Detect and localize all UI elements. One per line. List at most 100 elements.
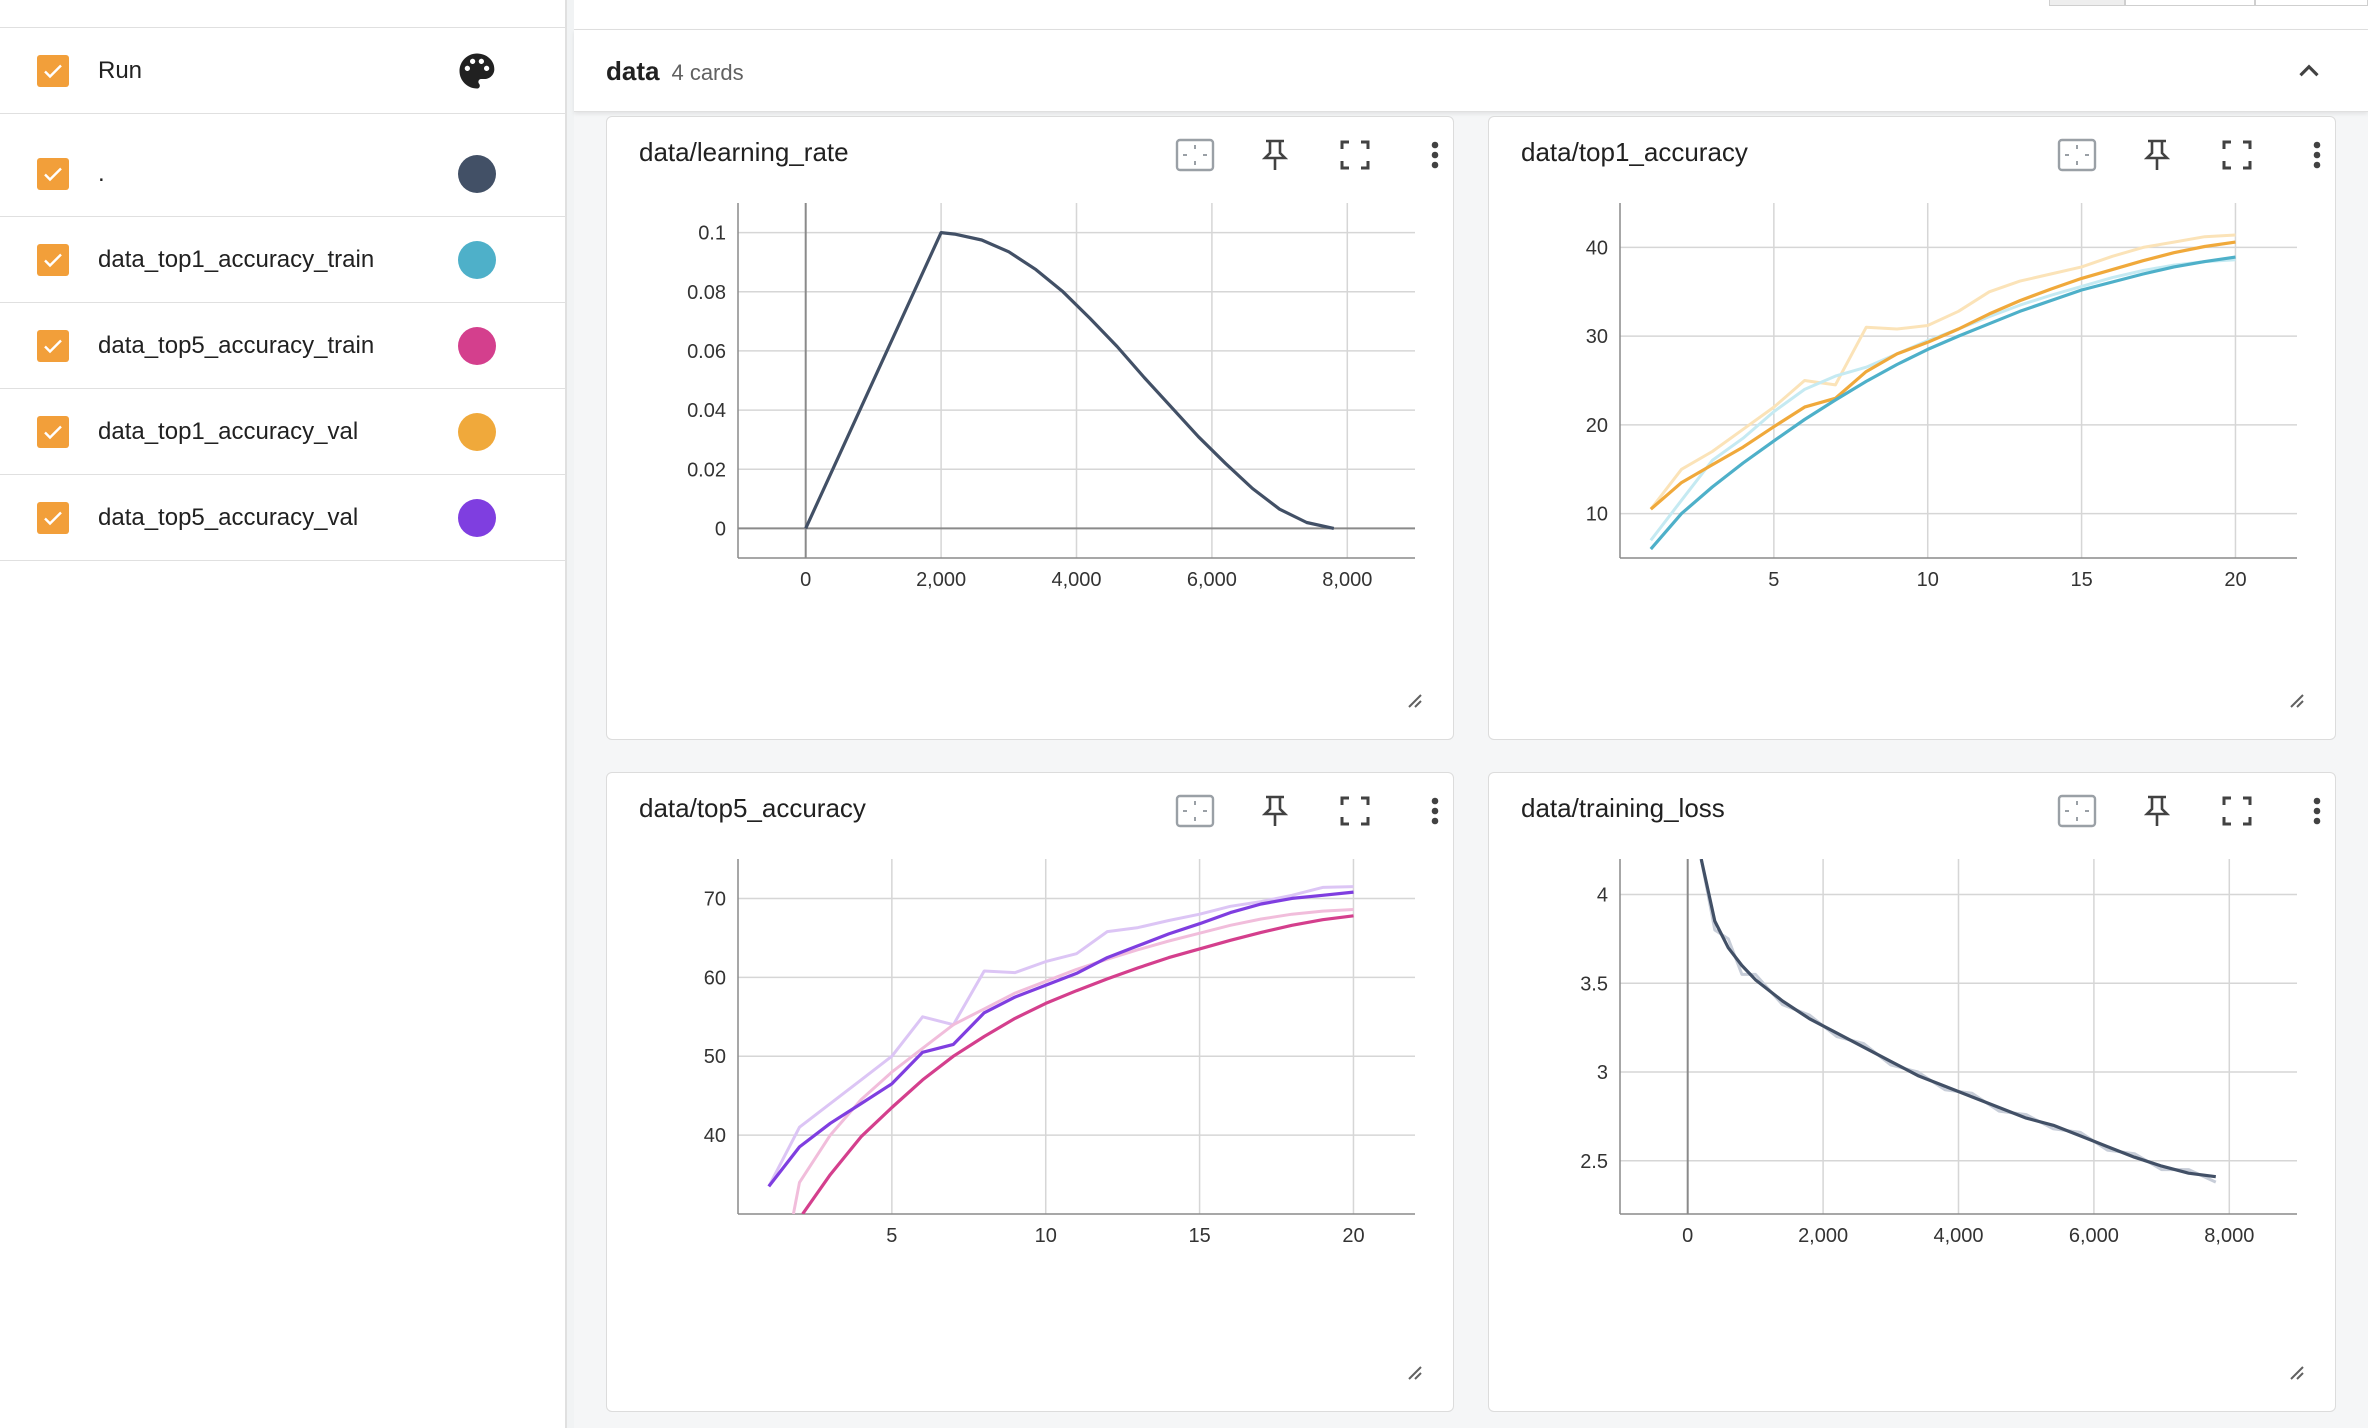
line-chart[interactable]: 5 10 15 20 40 50 60 70 xyxy=(607,843,1455,1403)
more-vert-icon xyxy=(2313,797,2321,825)
fit-domain-icon xyxy=(2057,138,2097,172)
y-tick-label: 20 xyxy=(1586,415,1608,437)
scalar-card: data/learning_rate 0 2,000 4,000 6,000 8,000… xyxy=(606,116,1454,740)
pin-button[interactable] xyxy=(2135,789,2179,833)
run-row[interactable]: data_top5_accuracy_val xyxy=(0,475,566,561)
fullscreen-icon xyxy=(2222,796,2252,826)
run-checkbox[interactable] xyxy=(37,501,69,534)
pin-button[interactable] xyxy=(2135,133,2179,177)
x-tick-label: 6,000 xyxy=(1187,569,1237,591)
y-tick-label: 4 xyxy=(1597,885,1608,907)
run-label: data_top1_accuracy_val xyxy=(98,417,359,445)
run-row[interactable]: data_top1_accuracy_val xyxy=(0,389,566,475)
fullscreen-button[interactable] xyxy=(2215,133,2259,177)
resize-handle-icon[interactable] xyxy=(2287,691,2305,709)
card-group-header[interactable]: data 4 cards xyxy=(574,30,2368,112)
run-label: . xyxy=(98,159,105,187)
x-tick-label: 15 xyxy=(2070,569,2092,591)
run-label: data_top1_accuracy_train xyxy=(98,245,375,273)
run-checkbox[interactable] xyxy=(37,157,69,190)
y-tick-label: 50 xyxy=(704,1046,726,1068)
y-tick-label: 40 xyxy=(704,1125,726,1147)
scalar-card: data/top5_accuracy 5 10 15 20 40 50 60 70 xyxy=(606,772,1454,1412)
run-row[interactable]: data_top1_accuracy_train xyxy=(0,217,566,303)
x-tick-label: 5 xyxy=(886,1225,897,1247)
more-vert-icon xyxy=(2313,141,2321,169)
line-chart[interactable]: 0 2,000 4,000 6,000 8,000 2.5 3 3.5 4 xyxy=(1489,843,2337,1403)
pin-icon xyxy=(1261,795,1289,826)
run-color-swatch[interactable] xyxy=(458,326,496,365)
x-tick-label: 6,000 xyxy=(2069,1225,2119,1247)
resize-handle-icon[interactable] xyxy=(2287,1363,2305,1381)
fullscreen-icon xyxy=(1340,140,1370,170)
x-tick-label: 2,000 xyxy=(1798,1225,1848,1247)
check-icon xyxy=(44,425,62,439)
toolbar-segment[interactable] xyxy=(2049,0,2125,6)
run-color-swatch[interactable] xyxy=(458,412,496,451)
scalar-card: data/training_loss 0 2,000 4,000 6,000 8,000… xyxy=(1488,772,2336,1412)
select-all-checkbox[interactable] xyxy=(37,54,69,87)
line-chart[interactable]: 5 10 15 20 10 20 30 40 xyxy=(1489,187,2337,747)
fit-domain-button[interactable] xyxy=(1173,789,1217,833)
x-tick-label: 0 xyxy=(1682,1225,1693,1247)
fullscreen-button[interactable] xyxy=(1333,133,1377,177)
pin-button[interactable] xyxy=(1253,789,1297,833)
toolbar-segment[interactable] xyxy=(2125,0,2255,6)
fit-domain-icon xyxy=(1175,138,1215,172)
resize-handle-icon[interactable] xyxy=(1405,691,1423,709)
run-row[interactable]: data_top5_accuracy_train xyxy=(0,303,566,389)
run-checkbox[interactable] xyxy=(37,415,69,448)
pin-icon xyxy=(2143,139,2171,170)
series-line xyxy=(1699,859,2217,1179)
x-tick-label: 8,000 xyxy=(2204,1225,2254,1247)
run-color-swatch[interactable] xyxy=(458,498,496,537)
run-label: data_top5_accuracy_train xyxy=(98,331,375,359)
pin-button[interactable] xyxy=(1253,133,1297,177)
more-options-button[interactable] xyxy=(2295,789,2339,833)
more-vert-icon xyxy=(1431,141,1439,169)
fullscreen-button[interactable] xyxy=(1333,789,1377,833)
panel-resize-divider[interactable] xyxy=(566,0,574,1428)
line-chart[interactable]: 0 2,000 4,000 6,000 8,000 0 0.02 0.04 0.06 0.08 0.… xyxy=(607,187,1455,747)
x-tick-label: 15 xyxy=(1188,1225,1210,1247)
check-icon xyxy=(44,253,62,267)
check-icon xyxy=(44,167,62,181)
fullscreen-icon xyxy=(1340,796,1370,826)
run-row[interactable]: . xyxy=(0,131,566,217)
palette-icon[interactable] xyxy=(456,50,498,92)
chevron-up-icon[interactable] xyxy=(2292,54,2326,88)
toolbar-segment[interactable] xyxy=(2255,0,2368,6)
y-tick-label: 10 xyxy=(1586,504,1608,526)
card-title: data/top1_accuracy xyxy=(1521,137,1748,167)
run-color-swatch[interactable] xyxy=(458,154,496,193)
more-options-button[interactable] xyxy=(1413,133,1457,177)
fit-domain-button[interactable] xyxy=(2055,133,2099,177)
y-tick-label: 0.08 xyxy=(687,282,726,304)
y-tick-label: 0.02 xyxy=(687,459,726,481)
y-tick-label: 0.1 xyxy=(698,223,726,245)
more-options-button[interactable] xyxy=(1413,789,1457,833)
series-line-raw xyxy=(767,885,1354,1188)
run-checkbox[interactable] xyxy=(37,243,69,276)
resize-handle-icon[interactable] xyxy=(1405,1363,1423,1381)
run-color-swatch[interactable] xyxy=(458,240,496,279)
fit-domain-button[interactable] xyxy=(1173,133,1217,177)
series-line xyxy=(1649,255,2236,551)
more-options-button[interactable] xyxy=(2295,133,2339,177)
fit-domain-button[interactable] xyxy=(2055,789,2099,833)
card-title: data/training_loss xyxy=(1521,793,1725,823)
series-line xyxy=(767,890,1354,1188)
series-line-raw xyxy=(791,908,1354,1214)
pin-icon xyxy=(1261,139,1289,170)
y-tick-label: 60 xyxy=(704,967,726,989)
fullscreen-button[interactable] xyxy=(2215,789,2259,833)
x-tick-label: 4,000 xyxy=(1051,569,1101,591)
runs-header-row: Run xyxy=(0,28,566,114)
run-checkbox[interactable] xyxy=(37,329,69,362)
main-dashboard: data 4 cards data/learning_rate 0 2,000 4,… xyxy=(574,0,2368,1428)
x-tick-label: 20 xyxy=(1342,1225,1364,1247)
series-line xyxy=(804,230,1335,530)
card-group-name: data xyxy=(606,56,660,86)
pin-icon xyxy=(2143,795,2171,826)
check-icon xyxy=(44,339,62,353)
